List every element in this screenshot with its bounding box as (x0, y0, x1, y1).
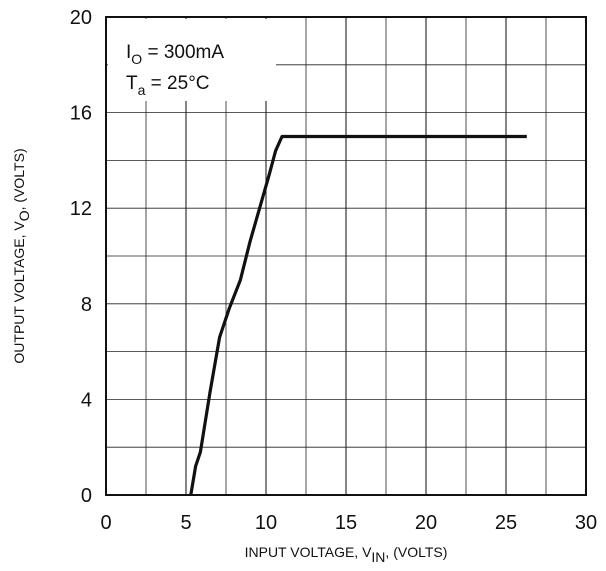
y-axis-label: OUTPUT VOLTAGE, VO, (VOLTS) (11, 148, 32, 363)
x-tick-label: 0 (100, 512, 111, 534)
annotation-sub: a (138, 82, 146, 98)
annotation-main: T (126, 73, 138, 94)
y-tick-label: 4 (81, 389, 92, 411)
x-axis-label-sub: IN (371, 549, 385, 565)
x-tick-label: 15 (335, 512, 357, 534)
y-tick-label: 12 (70, 198, 92, 220)
annotation-value: = 300mA (142, 42, 224, 63)
plot-frame (105, 16, 587, 496)
y-tick-label: 0 (81, 485, 92, 507)
x-axis-label: INPUT VOLTAGE, VIN, (VOLTS) (245, 544, 448, 565)
annotation-line: IO = 300mA (126, 42, 224, 67)
x-tick-label: 5 (180, 512, 191, 534)
x-tick-label: 10 (255, 512, 277, 534)
annotation-value: = 25°C (145, 73, 209, 94)
x-tick-label: 30 (575, 512, 597, 534)
y-axis-label-sub: O (16, 210, 32, 221)
x-axis-label-suffix: , (VOLTS) (385, 544, 447, 560)
y-tick-label: 16 (70, 103, 92, 125)
annotation-main: I (126, 42, 131, 63)
annotation-line: Ta = 25°C (126, 73, 210, 98)
y-tick-label: 8 (81, 294, 92, 316)
x-axis-label-main: INPUT VOLTAGE, V (245, 544, 372, 560)
annotation-backdrop (108, 19, 276, 101)
x-tick-label: 20 (415, 512, 437, 534)
grid-lines (106, 17, 586, 495)
x-tick-label: 25 (495, 512, 517, 534)
series-layer (189, 134, 527, 496)
y-axis-label-suffix: , (VOLTS) (11, 148, 27, 210)
y-axis-label-main: OUTPUT VOLTAGE, V (11, 221, 27, 364)
series-line (189, 134, 527, 496)
annotation-sub: O (131, 51, 142, 67)
tick-labels: 0 5 10 15 20 25 30 0 4 8 12 16 20 (70, 7, 597, 534)
y-tick-label: 20 (70, 7, 92, 29)
